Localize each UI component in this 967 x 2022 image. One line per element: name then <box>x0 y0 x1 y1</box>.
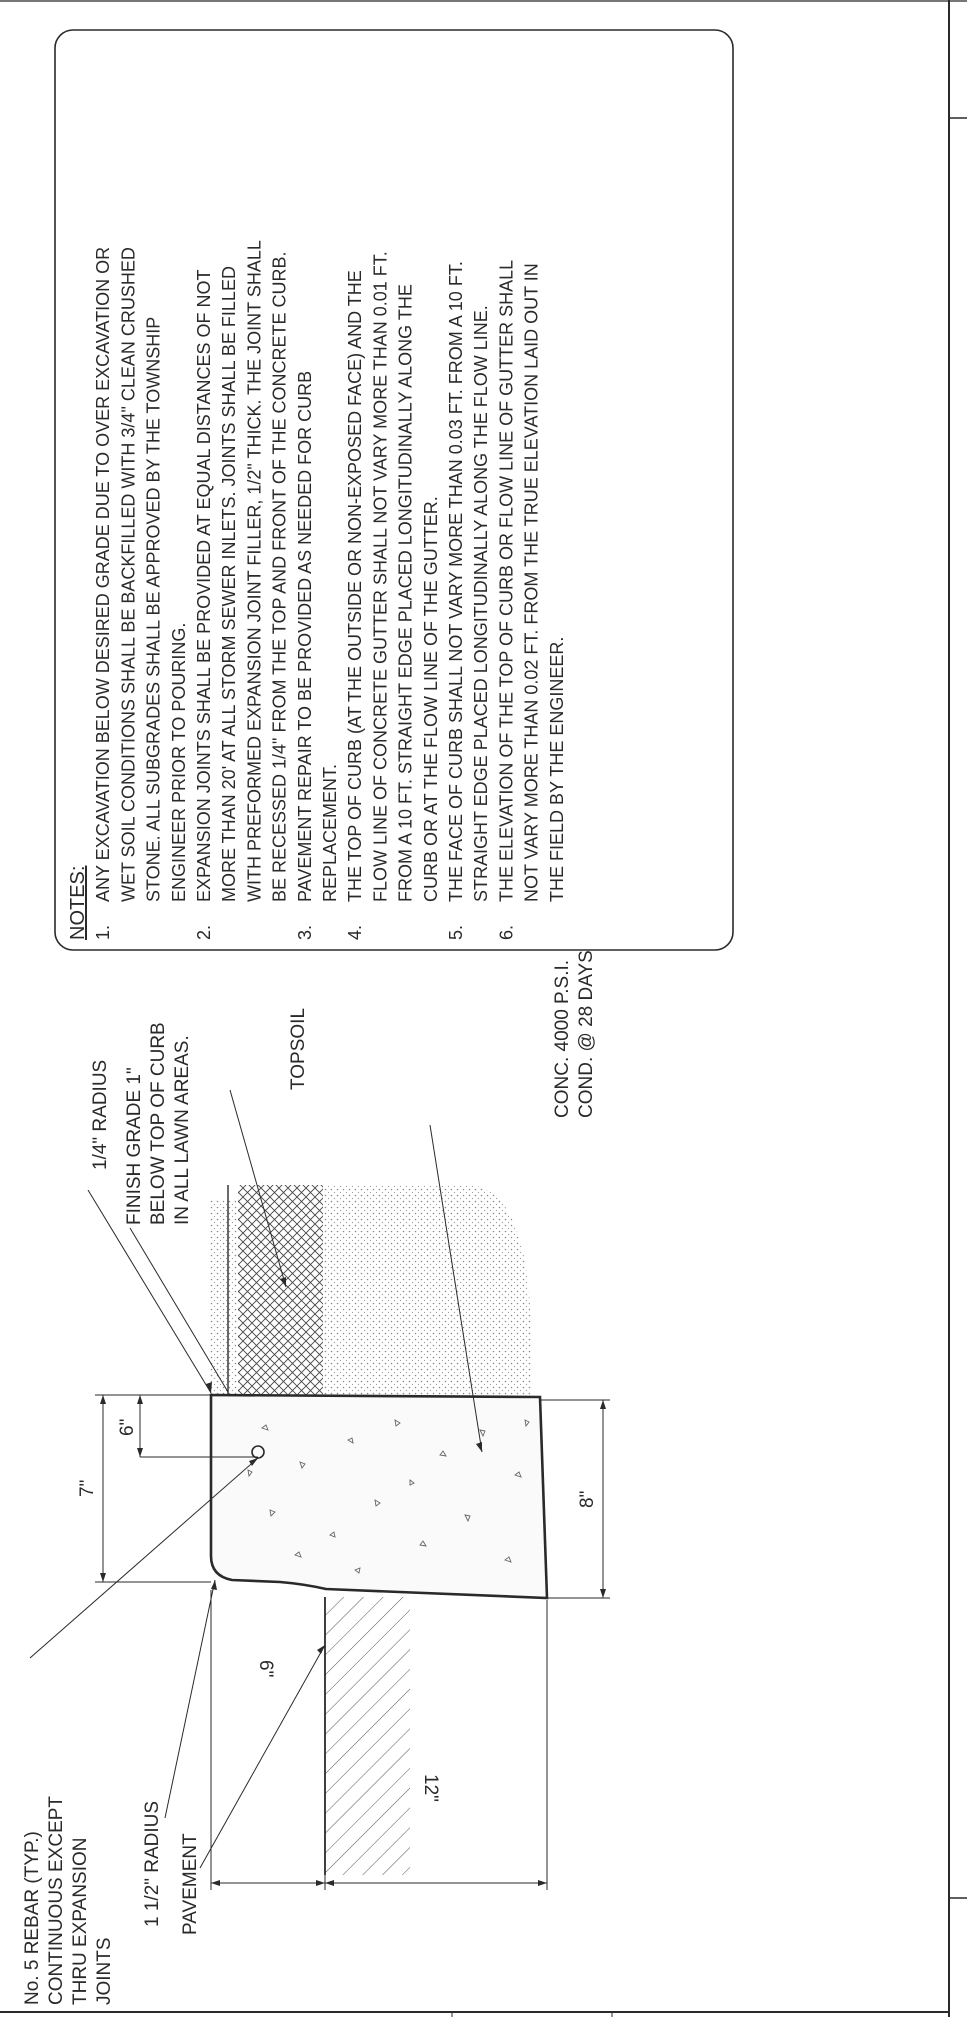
note-line: NOT VARY MORE THAN 0.02 FT. FROM THE TRU… <box>522 263 542 902</box>
svg-text:CONC. 4000 P.S.I.: CONC. 4000 P.S.I. <box>552 960 573 1118</box>
note-line: PAVEMENT REPAIR TO BE PROVIDED AS NEEDED… <box>295 371 315 902</box>
label-radius-small: 1 1/2" RADIUS <box>142 1801 163 1927</box>
note-line: THE FACE OF CURB SHALL NOT VARY MORE THA… <box>446 261 466 902</box>
dim-8: 8" <box>577 1491 598 1508</box>
note-line: ENGINEER PRIOR TO POURING. <box>169 623 189 902</box>
note-line: REPLACEMENT. <box>320 764 340 902</box>
dim-6-top: 6" <box>117 1419 138 1436</box>
svg-text:BELOW TOP OF CURB: BELOW TOP OF CURB <box>148 1022 169 1225</box>
svg-text:CONTINUOUS EXCEPT: CONTINUOUS EXCEPT <box>46 1796 67 2005</box>
note-line: FROM A 10 FT. STRAIGHT EDGE PLACED LONGI… <box>396 284 416 902</box>
label-rebar: No. 5 REBAR (TYP.) CONTINUOUS EXCEPT THR… <box>22 1796 115 2005</box>
note-line: WITH PREFORMED EXPANSION JOINT FILLER, 1… <box>244 240 264 902</box>
notes-border <box>54 29 734 951</box>
note-number: 1. <box>93 925 113 940</box>
concrete-curb <box>209 1393 549 1600</box>
callout-labels: 1/4" RADIUS FINISH GRADE 1" BELOW TOP OF… <box>22 950 597 2005</box>
note-line: BE RECESSED 1/4" FROM THE TOP AND FRONT … <box>270 251 290 902</box>
dim-12: 12" <box>420 1774 441 1802</box>
note-line: STRAIGHT EDGE PLACED LONGITUDINALLY ALON… <box>471 305 491 902</box>
svg-text:FINISH GRADE 1": FINISH GRADE 1" <box>124 1067 145 1225</box>
label-pavement: PAVEMENT <box>180 1833 201 1935</box>
leader-lines <box>29 1089 483 1869</box>
note-line: THE TOP OF CURB (AT THE OUTSIDE OR NON-E… <box>345 270 365 902</box>
topsoil-hatch <box>238 1185 323 1397</box>
dim-7: 7" <box>77 1480 98 1497</box>
note-line: CURB OR AT THE FLOW LINE OF THE GUTTER. <box>421 496 441 902</box>
note-number: 4. <box>345 925 365 940</box>
dim-6-side: 6" <box>255 1660 276 1677</box>
svg-text:No. 5 REBAR (TYP.): No. 5 REBAR (TYP.) <box>22 1831 43 2005</box>
subgrade-stipple-1 <box>323 1185 532 1397</box>
label-concrete: CONC. 4000 P.S.I. COND. @ 28 DAYS <box>552 950 597 1118</box>
note-number: 5. <box>446 925 466 940</box>
note-line: THE ELEVATION OF THE TOP OF CURB OR FLOW… <box>496 260 516 902</box>
dimension-labels: 7" 6" 8" 6" 12" <box>77 1419 598 1802</box>
note-number: 2. <box>194 925 214 940</box>
svg-text:THRU EXPANSION: THRU EXPANSION <box>70 1837 91 2005</box>
notes-block: NOTES: 1. ANY EXCAVATION BELOW DESIRED GRA… <box>54 29 734 951</box>
note-line: EXPANSION JOINTS SHALL BE PROVIDED AT EQ… <box>194 270 214 902</box>
label-finish-grade: FINISH GRADE 1" BELOW TOP OF CURB IN ALL… <box>124 1022 193 1225</box>
note-line: FLOW LINE OF CONCRETE GUTTER SHALL NOT V… <box>370 251 390 902</box>
note-number: 6. <box>496 925 516 940</box>
svg-text:JOINTS: JOINTS <box>94 1937 115 2005</box>
aggregate-marks <box>247 1419 530 1574</box>
curb-drawing: 1/4" RADIUS FINISH GRADE 1" BELOW TOP OF… <box>22 950 610 2005</box>
label-quarter-radius: 1/4" RADIUS <box>90 1060 111 1170</box>
subgrade-stipple-2 <box>210 1200 238 1397</box>
note-line: STONE. ALL SUBGRADES SHALL BE APPROVED B… <box>144 317 164 902</box>
svg-text:COND. @ 28 DAYS: COND. @ 28 DAYS <box>576 950 597 1118</box>
note-line: THE FIELD BY THE ENGINEER. <box>547 637 567 902</box>
dimension-arrows <box>100 1395 606 1886</box>
note-line: WET SOIL CONDITIONS SHALL BE BACKFILLED … <box>118 247 138 902</box>
label-topsoil: TOPSOIL <box>288 1008 309 1090</box>
note-number: 3. <box>295 925 315 940</box>
notes-heading: NOTES: <box>67 866 89 940</box>
note-line: ANY EXCAVATION BELOW DESIRED GRADE DUE T… <box>93 247 113 902</box>
note-line: MORE THAN 20' AT ALL STORM SEWER INLETS.… <box>219 266 239 902</box>
dimensions <box>95 1394 610 1890</box>
svg-text:IN ALL LAWN AREAS.: IN ALL LAWN AREAS. <box>172 1035 193 1225</box>
pavement-hatch <box>325 1597 410 1875</box>
